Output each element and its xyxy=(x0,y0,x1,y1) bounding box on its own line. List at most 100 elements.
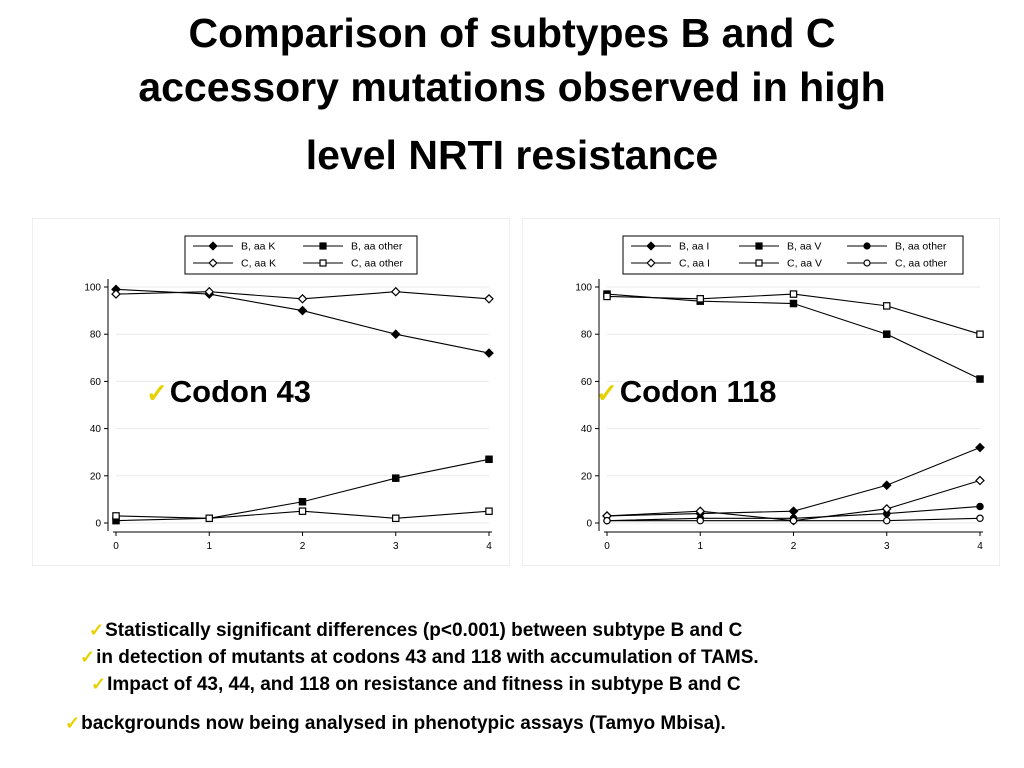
legend-label: C, aa K xyxy=(241,258,276,270)
legend-marker xyxy=(646,241,656,251)
legend-marker xyxy=(863,259,871,267)
data-point xyxy=(976,502,984,511)
x-tick-label: 1 xyxy=(697,541,703,552)
legend-marker xyxy=(208,258,218,268)
series-b-aa-v xyxy=(603,290,984,383)
data-point xyxy=(696,295,705,303)
data-point xyxy=(484,293,494,304)
legend-box xyxy=(184,235,418,275)
y-tick-label: 20 xyxy=(581,471,593,482)
checkmark-icon: ✓ xyxy=(596,378,618,408)
data-point xyxy=(881,480,892,491)
series-line xyxy=(606,446,981,517)
legend-item: B, aa K xyxy=(193,241,275,253)
legend-item: C, aa V xyxy=(739,258,822,270)
legend-item: B, aa V xyxy=(739,241,821,253)
x-tick-label: 0 xyxy=(113,541,119,552)
y-tick-label: 40 xyxy=(581,424,593,435)
data-point xyxy=(696,516,705,525)
data-point xyxy=(392,514,400,523)
y-tick-label: 80 xyxy=(581,330,593,341)
series-c-aa-k xyxy=(111,286,494,304)
note-4-text: backgrounds now being analysed in phenot… xyxy=(81,713,726,734)
legend-marker xyxy=(755,242,763,250)
data-point xyxy=(298,507,307,515)
data-point xyxy=(484,348,494,358)
codon-118-label: ✓Codon 118 xyxy=(596,374,777,410)
y-tick-label: 0 xyxy=(586,519,592,530)
data-point xyxy=(603,516,611,525)
slide-title-line-2: accessory mutations observed in high xyxy=(138,64,886,110)
series-c-aa-v xyxy=(603,290,984,338)
note-3: ✓Impact of 43, 44, and 118 on resistance… xyxy=(91,674,741,696)
data-point xyxy=(298,498,307,506)
legend-box xyxy=(622,235,964,275)
data-point xyxy=(297,305,308,316)
legend-item: C, aa other xyxy=(303,258,403,270)
legend-marker xyxy=(319,259,327,267)
data-point xyxy=(205,514,214,523)
legend-marker xyxy=(319,242,327,250)
note-1-text: Statistically significant differences (p… xyxy=(105,620,743,641)
series-c-aa-other xyxy=(112,507,493,523)
legend-item: C, aa I xyxy=(631,258,710,270)
x-tick-label: 4 xyxy=(977,541,983,552)
legend-label: B, aa V xyxy=(787,241,821,253)
data-point xyxy=(297,293,308,304)
x-tick-label: 4 xyxy=(486,541,492,552)
data-point xyxy=(883,516,891,525)
legend-item: B, aa other xyxy=(847,241,947,253)
data-point xyxy=(976,330,984,338)
slide-title-line-1: Comparison of subtypes B and C xyxy=(188,10,836,56)
note-2: ✓in detection of mutants at codons 43 an… xyxy=(80,647,759,669)
chart-panel-codon-118: 0 20 40 60 80 100 0 1 2 3 4 B, aa I B, aa V B, aa oth… xyxy=(522,218,1000,566)
x-tick-label: 1 xyxy=(206,541,212,552)
y-tick-label: 100 xyxy=(84,283,101,294)
checkmark-icon: ✓ xyxy=(80,647,96,667)
legend-label: B, aa other xyxy=(351,241,403,253)
y-tick-label: 20 xyxy=(90,471,102,482)
chart-panel-codon-43: 0 20 40 60 80 100 0 1 2 3 4 B, aa K B, aa other C, aa… xyxy=(32,218,510,566)
legend-label: C, aa I xyxy=(679,258,710,270)
data-point xyxy=(975,442,985,453)
legend-marker xyxy=(646,258,656,268)
legend-label: B, aa other xyxy=(895,241,947,253)
y-tick-label: 60 xyxy=(581,377,593,388)
data-point xyxy=(883,330,891,338)
data-point xyxy=(975,475,985,486)
legend-marker xyxy=(755,259,763,267)
x-tick-label: 0 xyxy=(604,541,610,552)
y-tick-label: 80 xyxy=(90,330,102,341)
checkmark-icon: ✓ xyxy=(89,620,105,640)
legend-label: C, aa other xyxy=(351,258,403,270)
data-point xyxy=(111,289,121,299)
note-4: ✓backgrounds now being analysed in pheno… xyxy=(65,713,726,735)
legend-item: C, aa K xyxy=(193,258,276,270)
data-point xyxy=(485,455,493,464)
note-2-text: in detection of mutants at codons 43 and… xyxy=(96,647,759,668)
note-3-text: Impact of 43, 44, and 118 on resistance … xyxy=(107,674,741,695)
x-tick-label: 2 xyxy=(791,541,797,552)
y-tick-label: 60 xyxy=(90,377,102,388)
series-b-aa-i xyxy=(602,442,985,521)
data-point xyxy=(976,514,984,523)
data-point xyxy=(204,286,215,297)
checkmark-icon: ✓ xyxy=(91,674,107,694)
data-point xyxy=(788,506,799,517)
legend-label: C, aa other xyxy=(895,258,947,270)
checkmark-icon: ✓ xyxy=(146,378,168,408)
data-point xyxy=(603,292,611,301)
data-point xyxy=(976,375,984,383)
codon-43-label: ✓Codon 43 xyxy=(146,374,311,410)
legend-item: C, aa other xyxy=(847,258,947,270)
legend-label: B, aa I xyxy=(679,241,709,253)
x-tick-label: 2 xyxy=(300,541,306,552)
data-point xyxy=(883,302,891,310)
note-1: ✓Statistically significant differences (… xyxy=(89,620,742,642)
legend-label: B, aa K xyxy=(241,241,275,253)
x-tick-label: 3 xyxy=(884,541,890,552)
data-point xyxy=(789,299,798,308)
y-tick-label: 100 xyxy=(575,283,592,294)
codon-118-text: Codon 118 xyxy=(619,374,777,409)
data-point xyxy=(390,329,401,340)
